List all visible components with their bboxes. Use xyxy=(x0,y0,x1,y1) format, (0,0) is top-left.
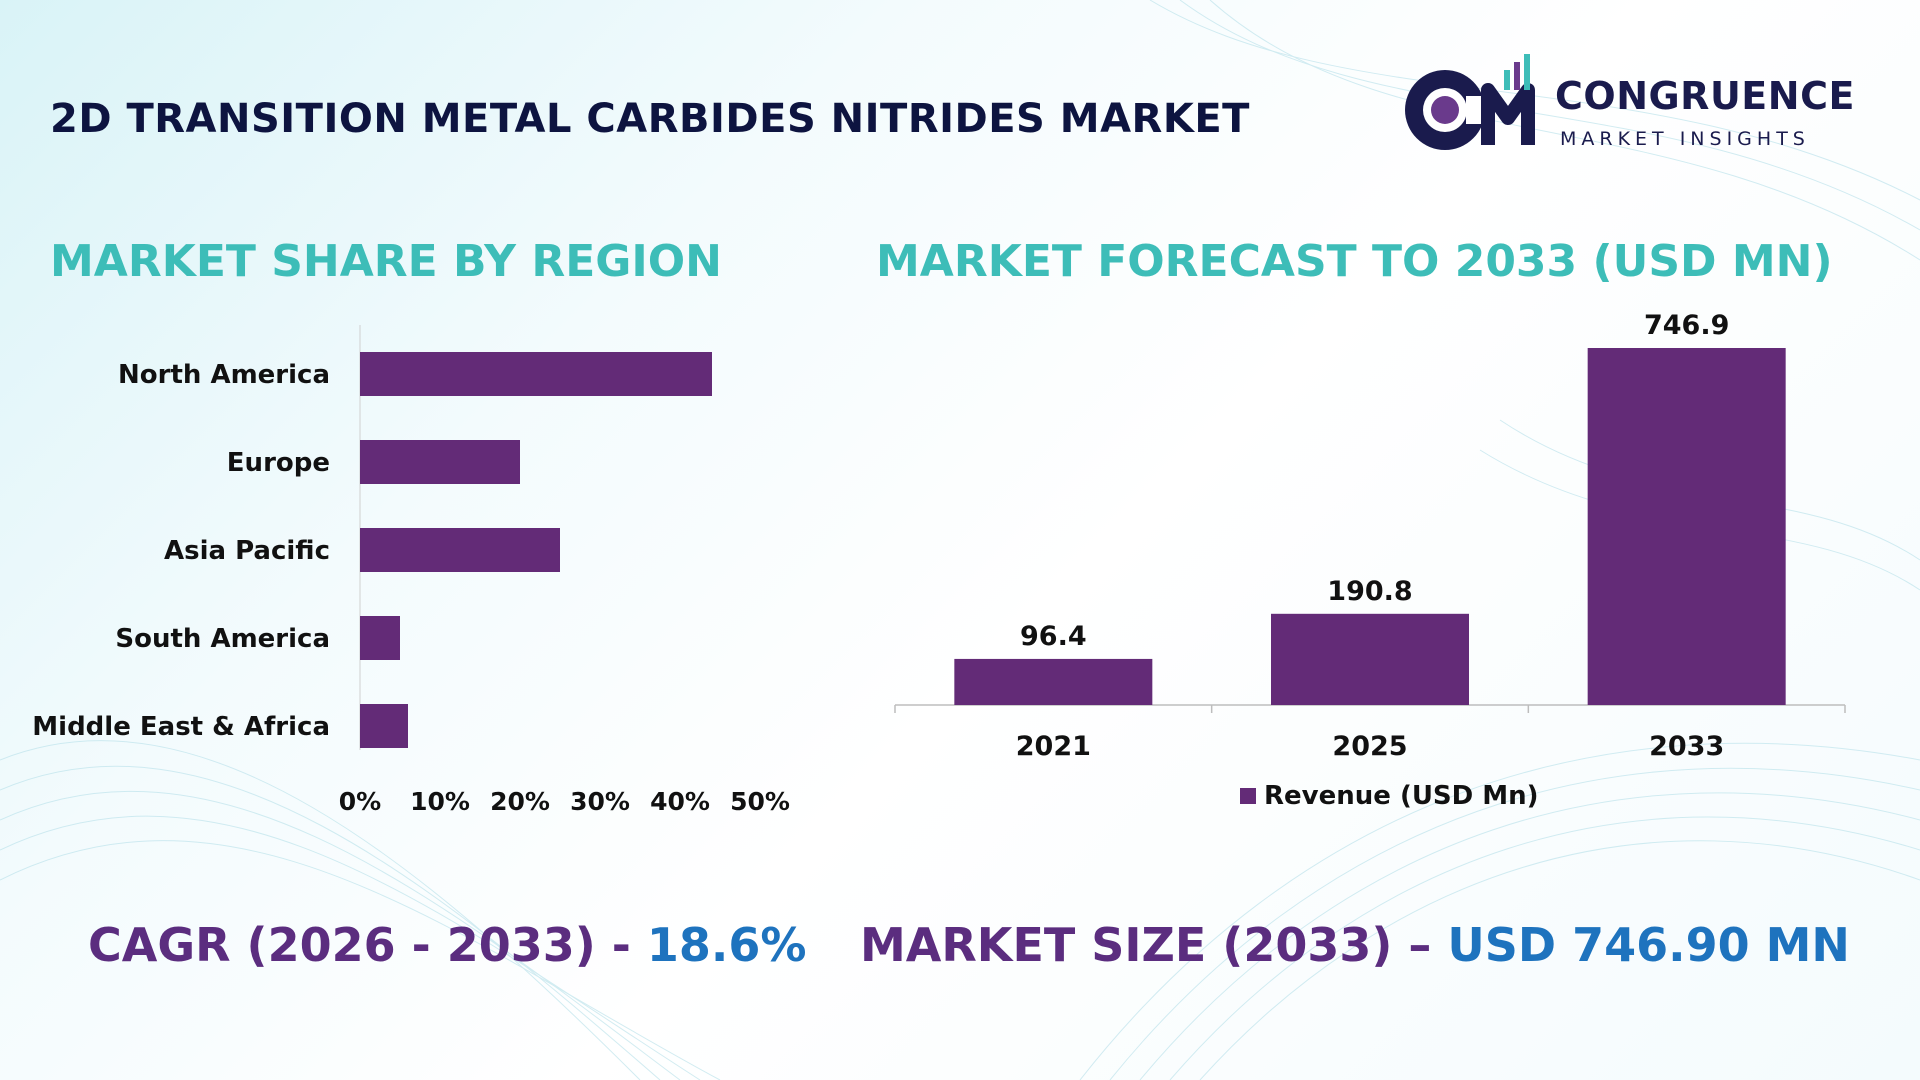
legend-swatch xyxy=(1240,788,1256,804)
share-category-label: North America xyxy=(118,360,330,390)
share-bar xyxy=(360,440,520,484)
cagr-stat: CAGR (2026 - 2033) - 18.6% xyxy=(88,918,807,972)
share-tick-label: 50% xyxy=(730,787,790,816)
share-bar xyxy=(360,704,408,748)
logo-name: CONGRUENCE xyxy=(1555,74,1855,118)
market-share-title: MARKET SHARE BY REGION xyxy=(50,236,722,287)
logo-subtitle: MARKET INSIGHTS xyxy=(1560,128,1810,150)
market-forecast-title: MARKET FORECAST TO 2033 (USD MN) xyxy=(876,236,1833,287)
company-logo: CONGRUENCE MARKET INSIGHTS xyxy=(1400,50,1880,160)
share-tick-label: 30% xyxy=(570,787,630,816)
logo-mark-icon xyxy=(1405,54,1535,150)
forecast-value-label: 96.4 xyxy=(1020,621,1087,652)
cagr-value: 18.6% xyxy=(646,918,807,972)
share-bar xyxy=(360,528,560,572)
forecast-category-label: 2025 xyxy=(1332,731,1407,762)
page-title: 2D TRANSITION METAL CARBIDES NITRIDES MA… xyxy=(50,96,1250,142)
forecast-value-label: 746.9 xyxy=(1644,310,1729,341)
share-tick-label: 0% xyxy=(339,787,381,816)
forecast-bar xyxy=(1271,613,1469,705)
market-size-stat: MARKET SIZE (2033) – USD 746.90 MN xyxy=(860,918,1850,972)
share-tick-label: 40% xyxy=(650,787,710,816)
market-size-value: USD 746.90 MN xyxy=(1447,918,1850,972)
share-category-label: Middle East & Africa xyxy=(32,712,330,742)
legend-label: Revenue (USD Mn) xyxy=(1264,781,1539,811)
forecast-category-label: 2033 xyxy=(1649,731,1724,762)
share-category-label: South America xyxy=(115,624,330,654)
forecast-bar xyxy=(954,658,1153,705)
share-tick-label: 10% xyxy=(410,787,470,816)
forecast-value-label: 190.8 xyxy=(1327,576,1412,607)
share-tick-label: 20% xyxy=(490,787,550,816)
share-bar xyxy=(360,352,712,396)
cagr-label: CAGR (2026 - 2033) - xyxy=(88,918,647,972)
forecast-category-label: 2021 xyxy=(1016,731,1091,762)
share-category-label: Asia Pacific xyxy=(164,536,330,566)
market-share-chart: North America Europe Asia Pacific South Ame… xyxy=(32,325,790,816)
market-size-label: MARKET SIZE (2033) – xyxy=(860,918,1448,972)
share-category-label: Europe xyxy=(227,448,330,478)
forecast-bar xyxy=(1587,348,1786,705)
share-bar xyxy=(360,616,400,660)
market-forecast-chart: 96.4 2021 190.8 2025 746.9 2033 Revenue (USD M… xyxy=(894,310,1846,811)
